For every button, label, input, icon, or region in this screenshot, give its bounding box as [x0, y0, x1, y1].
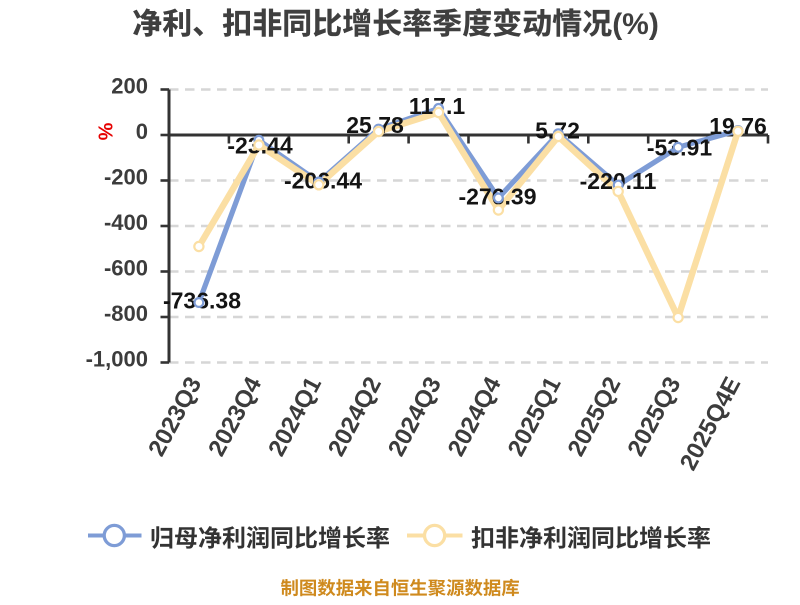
- svg-text:2025Q4E: 2025Q4E: [675, 373, 746, 475]
- svg-text:-600: -600: [104, 255, 148, 280]
- svg-text:2024Q2: 2024Q2: [323, 373, 387, 461]
- svg-text:2023Q4: 2023Q4: [203, 372, 267, 461]
- svg-text:0: 0: [136, 119, 148, 144]
- svg-text:2024Q4: 2024Q4: [443, 372, 507, 461]
- svg-text:-200: -200: [104, 164, 148, 189]
- svg-text:2025Q1: 2025Q1: [503, 373, 567, 461]
- svg-text:%: %: [94, 123, 116, 141]
- svg-text:-800: -800: [104, 301, 148, 326]
- svg-text:(%): (%): [612, 8, 659, 41]
- svg-text:2024Q1: 2024Q1: [263, 373, 327, 461]
- svg-text:2025Q2: 2025Q2: [563, 373, 627, 461]
- svg-text:200: 200: [111, 73, 148, 98]
- svg-text:2024Q3: 2024Q3: [383, 373, 447, 461]
- svg-text:-1,000: -1,000: [86, 346, 148, 371]
- svg-text:2023Q3: 2023Q3: [143, 373, 207, 461]
- svg-text:2025Q3: 2025Q3: [622, 373, 686, 461]
- svg-text:-400: -400: [104, 210, 148, 235]
